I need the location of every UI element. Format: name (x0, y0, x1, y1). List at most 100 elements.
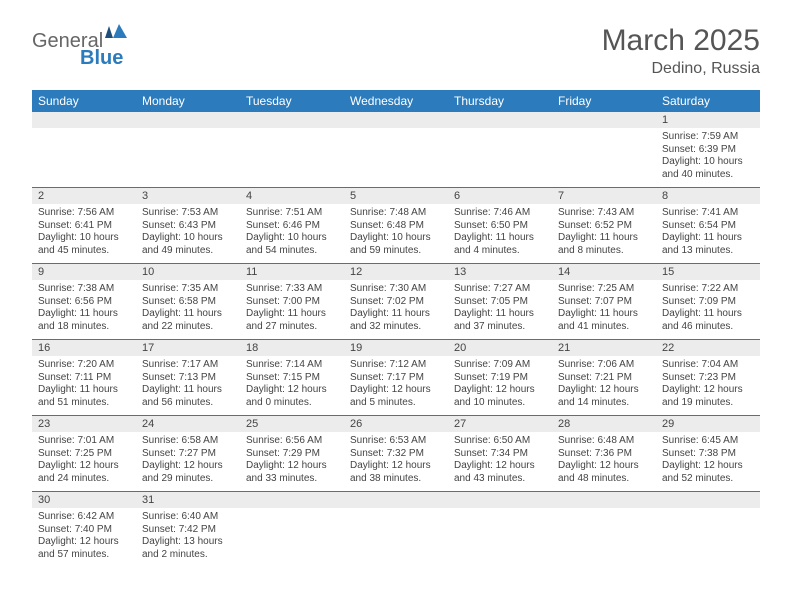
day-number-cell (656, 492, 760, 509)
sunset-text: Sunset: 6:41 PM (38, 220, 130, 233)
sunrise-text: Sunrise: 6:50 AM (454, 435, 546, 448)
calendar-header: Sunday Monday Tuesday Wednesday Thursday… (32, 90, 760, 112)
sunrise-text: Sunrise: 6:58 AM (142, 435, 234, 448)
day-content-cell: Sunrise: 7:53 AMSunset: 6:43 PMDaylight:… (136, 204, 240, 264)
day-number-cell: 15 (656, 264, 760, 281)
sunset-text: Sunset: 7:13 PM (142, 372, 234, 385)
day-content-cell: Sunrise: 7:59 AMSunset: 6:39 PMDaylight:… (656, 128, 760, 188)
daylight-text: Daylight: 11 hours and 27 minutes. (246, 308, 338, 333)
day-number-cell (448, 492, 552, 509)
daylight-text: Daylight: 10 hours and 40 minutes. (662, 156, 754, 181)
daylight-text: Daylight: 12 hours and 33 minutes. (246, 460, 338, 485)
day-content-cell: Sunrise: 7:30 AMSunset: 7:02 PMDaylight:… (344, 280, 448, 340)
day-content-cell (344, 508, 448, 567)
daylight-text: Daylight: 13 hours and 2 minutes. (142, 536, 234, 561)
sunrise-text: Sunrise: 7:25 AM (558, 283, 650, 296)
calendar-week-daynums: 9101112131415 (32, 264, 760, 281)
day-number-cell: 28 (552, 416, 656, 433)
day-number-cell: 23 (32, 416, 136, 433)
day-content-cell: Sunrise: 7:22 AMSunset: 7:09 PMDaylight:… (656, 280, 760, 340)
sunrise-text: Sunrise: 7:46 AM (454, 207, 546, 220)
sunrise-text: Sunrise: 6:42 AM (38, 511, 130, 524)
day-content-cell: Sunrise: 7:04 AMSunset: 7:23 PMDaylight:… (656, 356, 760, 416)
day-content-cell: Sunrise: 6:45 AMSunset: 7:38 PMDaylight:… (656, 432, 760, 492)
daylight-text: Daylight: 11 hours and 4 minutes. (454, 232, 546, 257)
daylight-text: Daylight: 11 hours and 46 minutes. (662, 308, 754, 333)
day-number-cell: 25 (240, 416, 344, 433)
day-number-cell: 19 (344, 340, 448, 357)
daylight-text: Daylight: 12 hours and 0 minutes. (246, 384, 338, 409)
sunset-text: Sunset: 7:42 PM (142, 524, 234, 537)
calendar-week-daynums: 23242526272829 (32, 416, 760, 433)
day-number-cell: 17 (136, 340, 240, 357)
day-content-cell: Sunrise: 6:58 AMSunset: 7:27 PMDaylight:… (136, 432, 240, 492)
day-number-cell (552, 112, 656, 128)
day-content-cell: Sunrise: 7:09 AMSunset: 7:19 PMDaylight:… (448, 356, 552, 416)
daylight-text: Daylight: 12 hours and 14 minutes. (558, 384, 650, 409)
day-content-cell (240, 128, 344, 188)
calendar-body: 1Sunrise: 7:59 AMSunset: 6:39 PMDaylight… (32, 112, 760, 567)
day-number-cell: 1 (656, 112, 760, 128)
sunset-text: Sunset: 6:54 PM (662, 220, 754, 233)
sunrise-text: Sunrise: 6:45 AM (662, 435, 754, 448)
day-content-cell: Sunrise: 7:51 AMSunset: 6:46 PMDaylight:… (240, 204, 344, 264)
day-content-cell: Sunrise: 7:46 AMSunset: 6:50 PMDaylight:… (448, 204, 552, 264)
weekday-header: Monday (136, 90, 240, 112)
logo: GeneralBlue (32, 24, 127, 70)
sunrise-text: Sunrise: 7:30 AM (350, 283, 442, 296)
sunset-text: Sunset: 7:38 PM (662, 448, 754, 461)
day-content-cell: Sunrise: 6:42 AMSunset: 7:40 PMDaylight:… (32, 508, 136, 567)
daylight-text: Daylight: 10 hours and 59 minutes. (350, 232, 442, 257)
page-title: March 2025 (602, 24, 760, 58)
sunrise-text: Sunrise: 7:09 AM (454, 359, 546, 372)
day-content-cell: Sunrise: 7:01 AMSunset: 7:25 PMDaylight:… (32, 432, 136, 492)
day-number-cell: 22 (656, 340, 760, 357)
day-number-cell (448, 112, 552, 128)
sunset-text: Sunset: 7:05 PM (454, 296, 546, 309)
daylight-text: Daylight: 12 hours and 48 minutes. (558, 460, 650, 485)
daylight-text: Daylight: 12 hours and 38 minutes. (350, 460, 442, 485)
day-number-cell: 21 (552, 340, 656, 357)
day-content-cell: Sunrise: 7:27 AMSunset: 7:05 PMDaylight:… (448, 280, 552, 340)
weekday-header: Sunday (32, 90, 136, 112)
weekday-header: Thursday (448, 90, 552, 112)
title-block: March 2025 Dedino, Russia (602, 24, 760, 78)
day-number-cell: 31 (136, 492, 240, 509)
sunrise-text: Sunrise: 7:12 AM (350, 359, 442, 372)
day-number-cell: 6 (448, 188, 552, 205)
daylight-text: Daylight: 11 hours and 51 minutes. (38, 384, 130, 409)
sunrise-text: Sunrise: 7:06 AM (558, 359, 650, 372)
sunrise-text: Sunrise: 7:17 AM (142, 359, 234, 372)
day-number-cell: 24 (136, 416, 240, 433)
daylight-text: Daylight: 12 hours and 57 minutes. (38, 536, 130, 561)
sunrise-text: Sunrise: 7:35 AM (142, 283, 234, 296)
day-number-cell (240, 492, 344, 509)
day-number-cell: 13 (448, 264, 552, 281)
daylight-text: Daylight: 11 hours and 56 minutes. (142, 384, 234, 409)
sunset-text: Sunset: 7:17 PM (350, 372, 442, 385)
sunset-text: Sunset: 7:32 PM (350, 448, 442, 461)
sunset-text: Sunset: 6:48 PM (350, 220, 442, 233)
sunset-text: Sunset: 6:52 PM (558, 220, 650, 233)
day-content-cell (136, 128, 240, 188)
day-content-cell (344, 128, 448, 188)
calendar-week-content: Sunrise: 6:42 AMSunset: 7:40 PMDaylight:… (32, 508, 760, 567)
calendar-week-content: Sunrise: 7:56 AMSunset: 6:41 PMDaylight:… (32, 204, 760, 264)
sunset-text: Sunset: 7:21 PM (558, 372, 650, 385)
daylight-text: Daylight: 11 hours and 13 minutes. (662, 232, 754, 257)
daylight-text: Daylight: 11 hours and 37 minutes. (454, 308, 546, 333)
sunrise-text: Sunrise: 7:27 AM (454, 283, 546, 296)
sunrise-text: Sunrise: 6:40 AM (142, 511, 234, 524)
day-content-cell: Sunrise: 7:20 AMSunset: 7:11 PMDaylight:… (32, 356, 136, 416)
day-content-cell: Sunrise: 7:38 AMSunset: 6:56 PMDaylight:… (32, 280, 136, 340)
day-content-cell (32, 128, 136, 188)
sunrise-text: Sunrise: 7:22 AM (662, 283, 754, 296)
sunset-text: Sunset: 6:39 PM (662, 144, 754, 157)
day-number-cell: 9 (32, 264, 136, 281)
day-content-cell (448, 128, 552, 188)
day-number-cell (344, 492, 448, 509)
calendar-week-content: Sunrise: 7:01 AMSunset: 7:25 PMDaylight:… (32, 432, 760, 492)
sunset-text: Sunset: 7:11 PM (38, 372, 130, 385)
day-content-cell (552, 128, 656, 188)
daylight-text: Daylight: 11 hours and 8 minutes. (558, 232, 650, 257)
